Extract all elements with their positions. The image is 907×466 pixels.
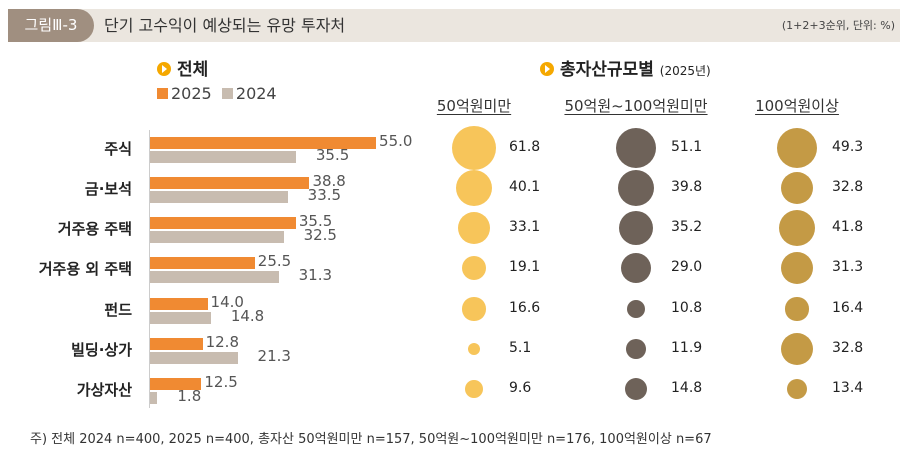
bar-value-label: 35.5 bbox=[315, 146, 350, 164]
bubble-value-label: 32.8 bbox=[832, 179, 864, 195]
bar-2025 bbox=[150, 378, 202, 390]
category-label: 거주용 외 주택 bbox=[38, 260, 132, 278]
bubble-3 bbox=[785, 297, 809, 321]
bar-value-label: 32.5 bbox=[303, 226, 337, 244]
bar-2024 bbox=[150, 191, 288, 203]
figure-badge: 그림Ⅲ-3 bbox=[8, 9, 94, 42]
bar-2024 bbox=[150, 392, 158, 404]
bar-2025 bbox=[150, 217, 296, 229]
bubble-value-label: 16.6 bbox=[509, 300, 541, 316]
bubble-1 bbox=[467, 342, 481, 356]
bubble-value-label: 14.8 bbox=[671, 380, 703, 396]
header-bar bbox=[8, 9, 900, 42]
right-section-sub: (2025년) bbox=[659, 64, 711, 78]
bubble-2 bbox=[617, 169, 655, 207]
bar-value-label: 1.8 bbox=[177, 387, 202, 405]
bubble-1 bbox=[461, 255, 487, 281]
bubble-3 bbox=[780, 171, 814, 205]
bubble-value-label: 32.8 bbox=[832, 340, 864, 356]
column-header: 100억원이상 bbox=[755, 97, 839, 115]
bubble-value-label: 5.1 bbox=[509, 340, 532, 356]
bar-value-label: 14.0 bbox=[210, 293, 244, 311]
bubble-value-label: 61.8 bbox=[509, 139, 541, 155]
bubble-value-label: 31.3 bbox=[832, 259, 864, 275]
bar-value-label: 12.8 bbox=[205, 333, 239, 351]
legend-label-2024: 2024 bbox=[235, 84, 277, 103]
column-header: 50억원~100억원미만 bbox=[564, 97, 708, 115]
right-section-title: 총자산규모별 (2025년) bbox=[540, 55, 711, 80]
bubble-3 bbox=[776, 127, 818, 169]
bar-2025 bbox=[150, 137, 377, 149]
bubble-2 bbox=[620, 252, 652, 284]
bar-2024 bbox=[150, 271, 279, 283]
bubble-1 bbox=[451, 125, 497, 171]
bubble-value-label: 10.8 bbox=[671, 300, 703, 316]
bubble-1 bbox=[457, 211, 491, 245]
bubble-2 bbox=[626, 339, 646, 359]
play-bullet-icon bbox=[540, 62, 554, 76]
bubble-value-label: 35.2 bbox=[671, 219, 703, 235]
bubble-2 bbox=[626, 299, 646, 319]
bubble-value-label: 16.4 bbox=[832, 300, 864, 316]
bar-2025 bbox=[150, 338, 203, 350]
bubble-3 bbox=[786, 378, 808, 400]
bubble-1 bbox=[462, 297, 486, 321]
bubble-value-label: 9.6 bbox=[509, 380, 532, 396]
bar-value-label: 38.8 bbox=[312, 172, 346, 190]
bar-value-label: 55.0 bbox=[379, 132, 413, 150]
bubble-2 bbox=[615, 127, 657, 169]
bar-2024 bbox=[150, 231, 284, 243]
bubble-value-label: 11.9 bbox=[671, 340, 703, 356]
bar-2024 bbox=[150, 151, 296, 163]
bubble-value-label: 39.8 bbox=[671, 179, 703, 195]
bubble-3 bbox=[780, 332, 814, 366]
bar-2025 bbox=[150, 257, 255, 269]
bubble-value-label: 40.1 bbox=[509, 179, 541, 195]
bubble-2 bbox=[624, 377, 647, 400]
bubble-value-label: 33.1 bbox=[509, 219, 541, 235]
bubble-value-label: 13.4 bbox=[832, 380, 864, 396]
legend: 2025 2024 bbox=[157, 84, 277, 103]
legend-swatch-2024 bbox=[221, 88, 233, 99]
bar-value-label: 14.8 bbox=[230, 307, 265, 325]
legend-swatch-2025 bbox=[157, 88, 168, 99]
left-section-label: 전체 bbox=[177, 60, 209, 80]
column-header: 50억원미만 bbox=[436, 97, 512, 115]
play-bullet-icon bbox=[157, 62, 171, 76]
category-label: 펀드 bbox=[104, 301, 132, 319]
bar-value-label: 31.3 bbox=[298, 266, 333, 284]
y-axis-line bbox=[149, 130, 150, 408]
bubble-1 bbox=[455, 169, 493, 207]
bubble-3 bbox=[780, 251, 813, 284]
bubble-value-label: 29.0 bbox=[671, 259, 703, 275]
category-label: 가상자산 bbox=[76, 381, 132, 399]
left-section-title: 전체 bbox=[157, 55, 208, 80]
bar-2024 bbox=[150, 312, 211, 324]
bubble-3 bbox=[778, 209, 816, 247]
bubble-value-label: 49.3 bbox=[832, 139, 864, 155]
footnote: 주) 전체 2024 n=400, 2025 n=400, 총자산 50억원미만… bbox=[30, 432, 712, 447]
bar-2025 bbox=[150, 298, 208, 310]
category-label: 주식 bbox=[104, 140, 132, 158]
bar-value-label: 12.5 bbox=[204, 373, 238, 391]
bar-2024 bbox=[150, 352, 238, 364]
category-label: 거주용 주택 bbox=[57, 220, 132, 238]
category-label: 금·보석 bbox=[84, 180, 132, 198]
bar-value-label: 33.5 bbox=[307, 186, 342, 204]
bar-value-label: 35.5 bbox=[298, 212, 333, 230]
unit-note: (1+2+3순위, 단위: %) bbox=[781, 19, 895, 32]
bar-2025 bbox=[150, 177, 310, 189]
bar-value-label: 21.3 bbox=[257, 347, 291, 365]
bubble-2 bbox=[619, 211, 653, 245]
right-section-label: 총자산규모별 bbox=[560, 60, 654, 80]
bubble-value-label: 41.8 bbox=[832, 219, 864, 235]
legend-label-2025: 2025 bbox=[171, 84, 212, 103]
bubble-1 bbox=[465, 380, 483, 398]
bubble-value-label: 19.1 bbox=[509, 259, 541, 275]
category-label: 빌딩·상가 bbox=[71, 341, 132, 359]
figure-title: 단기 고수익이 예상되는 유망 투자처 bbox=[104, 16, 346, 35]
bar-value-label: 25.5 bbox=[257, 252, 292, 270]
bubble-value-label: 51.1 bbox=[671, 139, 703, 155]
